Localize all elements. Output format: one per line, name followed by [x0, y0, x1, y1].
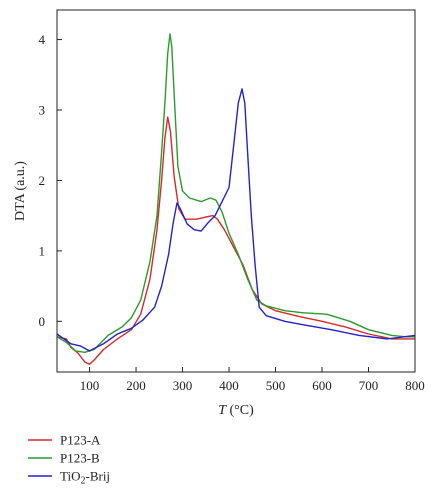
y-tick-label-2: 2 [39, 173, 46, 188]
plot-area [56, 33, 416, 365]
x-tick-label-800: 800 [405, 378, 425, 393]
x-tick-label-100: 100 [80, 378, 100, 393]
y-tick-label-3: 3 [39, 103, 46, 118]
x-tick-label-400: 400 [219, 378, 239, 393]
legend-label-1: P123-A [60, 433, 101, 448]
legend-label-3: TiO2-Brij [60, 469, 110, 487]
y-tick-label-0: 0 [39, 314, 46, 329]
y-tick-label-4: 4 [39, 32, 46, 47]
legend-label-part: -Brij [85, 469, 110, 484]
plot-frame [56, 9, 416, 373]
y-tick-label-1: 1 [39, 243, 46, 258]
x-tick-label-200: 200 [126, 378, 146, 393]
x-axis-label: T (°C) [218, 403, 254, 418]
x-axis-label-symbol: T [218, 403, 227, 418]
x-tick-label-500: 500 [266, 378, 286, 393]
legend-label-2: P123-B [60, 451, 100, 466]
legend: P123-A P123-B TiO2-Brij [28, 433, 110, 487]
y-axis-label: DTA (a.u.) [13, 161, 28, 221]
axes: 100 200 300 400 500 600 700 800 0 1 2 3 4 [39, 9, 425, 393]
series-line-3 [56, 88, 416, 352]
x-tick-label-600: 600 [312, 378, 332, 393]
series-line-2 [56, 33, 415, 353]
legend-label-part: TiO [60, 469, 80, 484]
legend-label-subscript: 2 [80, 476, 85, 487]
x-tick-label-700: 700 [359, 378, 379, 393]
x-tick-label-300: 300 [173, 378, 193, 393]
x-axis-label-unit: (°C) [226, 403, 254, 418]
series-line-1 [56, 116, 415, 365]
